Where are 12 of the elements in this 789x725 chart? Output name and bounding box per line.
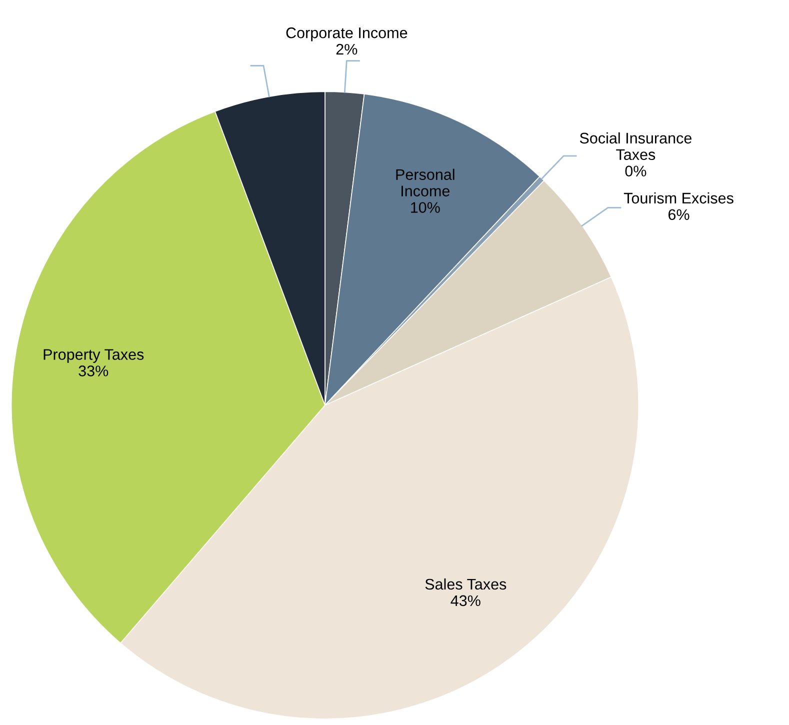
slice-label: Personal Income [396, 168, 454, 196]
data-label: 10% [411, 202, 440, 213]
data-label: 0% [625, 166, 646, 176]
data-label: 2% [336, 44, 358, 55]
data-label: 6% [668, 209, 690, 220]
slice-label: Corporate Income [286, 27, 408, 42]
slice-label: Property Taxes [44, 349, 144, 363]
slice-label: Sales Taxes [425, 578, 506, 590]
slice-label: Social Insurance Taxes [580, 132, 692, 160]
data-label: 43% [450, 595, 480, 606]
data-label: 33% [78, 366, 108, 376]
slice-label: Tourism Excises [624, 192, 734, 204]
